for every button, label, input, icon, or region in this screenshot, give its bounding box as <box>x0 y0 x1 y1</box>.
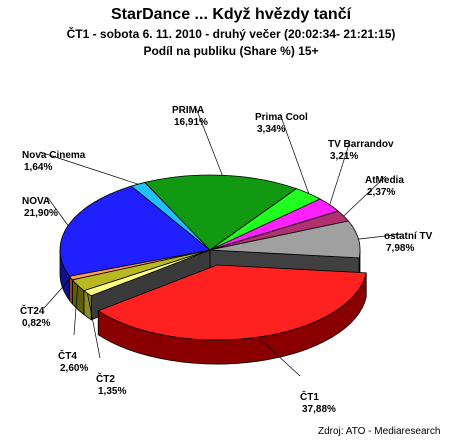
slice-label-value: 2,60% <box>60 363 88 374</box>
leader-line <box>87 293 101 359</box>
slice-label-name: NOVA <box>22 196 50 207</box>
slice-label-name: ČT1 <box>300 390 319 403</box>
slice-label-name: PRIMA <box>172 105 204 116</box>
leader-line <box>39 151 139 185</box>
slice-label-value: 3,21% <box>330 151 358 162</box>
slice-label-value: 0,82% <box>22 318 50 329</box>
leader-line <box>279 113 310 194</box>
slice-label-value: 2,37% <box>367 187 395 198</box>
slice-label-name: ostatní TV <box>384 231 433 242</box>
chart-title: StarDance ... Když hvězdy tančí <box>110 6 352 23</box>
source-note: Zdroj: ATO - Mediaresearch <box>318 426 441 437</box>
slice-label-value: 21,90% <box>24 208 58 219</box>
pie-slices <box>59 174 367 341</box>
slice-label-name: ČT2 <box>96 372 115 385</box>
slice-ostatn-tv <box>209 220 361 259</box>
slice--t1 <box>97 264 367 341</box>
slice-label-value: 37,88% <box>302 404 336 415</box>
slice-side-3 <box>69 275 73 305</box>
leader-line <box>358 233 403 240</box>
slice-label-name: TV Barrandov <box>328 139 394 150</box>
leader-line <box>73 285 79 336</box>
leader-line <box>47 197 69 226</box>
slice-label-name: ČT4 <box>58 349 77 362</box>
leader-line <box>329 140 351 205</box>
chart-subtitle: ČT1 - sobota 6. 11. 2010 - druhý večer (… <box>66 27 396 41</box>
slice-label-value: 3,34% <box>257 124 285 135</box>
leader-line <box>195 107 223 176</box>
slice-label-name: AtMedia <box>365 175 404 186</box>
slice-label-value: 7,98% <box>386 243 414 254</box>
chart-subtitle-share: Podíl na publiku (Share %) 15+ <box>143 44 319 58</box>
leader-line <box>257 336 301 377</box>
leader-line <box>43 277 72 309</box>
slice-label-name: Prima Cool <box>255 112 308 123</box>
slice-label-value: 16,91% <box>174 117 208 128</box>
slice-label-value: 1,35% <box>98 386 126 397</box>
leader-line <box>343 175 387 217</box>
slice-label-value: 1,64% <box>24 162 52 173</box>
slice-nova <box>59 185 211 277</box>
slice-label-name: Nova Cinema <box>22 150 86 161</box>
slice-label-name: ČT24 <box>20 304 45 317</box>
